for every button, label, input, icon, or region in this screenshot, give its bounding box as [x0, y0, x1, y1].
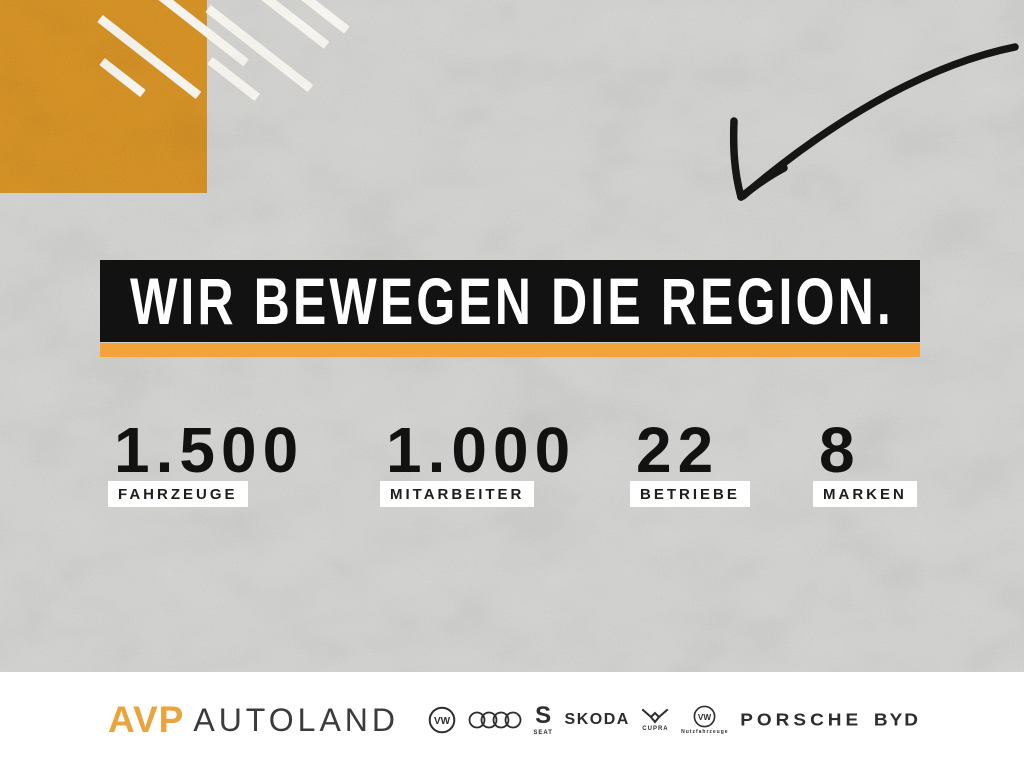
- stat-value: 8: [819, 414, 861, 486]
- stat-label: MARKEN: [813, 481, 917, 507]
- avp-logo-text: AVP: [108, 699, 185, 740]
- svg-text:VW: VW: [434, 716, 451, 727]
- stat-value: 22: [636, 414, 720, 486]
- seat-caption: SEAT: [533, 730, 553, 736]
- avp-autoland-logo: AVP AUTOLAND: [108, 672, 399, 768]
- curved-arrow-icon: [729, 43, 1019, 201]
- headline-text: WIR BEWEGEN DIE REGION.: [130, 264, 894, 338]
- stat-mitarbeiter: 1.000 MITARBEITER: [380, 414, 577, 507]
- vw-nutzfahrzeuge-caption: Nutzfahrzeuge: [681, 729, 729, 735]
- stat-label: BETRIEBE: [630, 481, 750, 507]
- orange-square-shape: [0, 0, 207, 193]
- stat-label: MITARBEITER: [380, 481, 535, 507]
- volkswagen-logo-icon: VW: [428, 706, 456, 734]
- stat-value: 1.000: [386, 414, 577, 486]
- headline-banner-black-bar: WIR BEWEGEN DIE REGION.: [100, 260, 920, 342]
- autoland-logo-text: AUTOLAND: [193, 701, 400, 738]
- stat-fahrzeuge: 1.500 FAHRZEUGE: [108, 414, 305, 507]
- porsche-wordmark: PORSCHE: [740, 710, 863, 730]
- stat-marken: 8 MARKEN: [813, 414, 917, 507]
- headline-underline: [100, 343, 920, 357]
- cupra-logo-icon: CUPRA: [641, 708, 669, 732]
- stat-value: 1.500: [114, 414, 305, 486]
- stripe-shape: [207, 56, 261, 101]
- cupra-caption: CUPRA: [642, 726, 669, 732]
- byd-wordmark: BYD: [873, 710, 920, 730]
- svg-text:VW: VW: [698, 713, 711, 722]
- brand-logo-strip: VW S SEAT SKODA: [428, 672, 920, 768]
- vw-nutzfahrzeuge-logo-icon: VW Nutzfahrzeuge: [681, 705, 728, 735]
- seat-s-glyph: S: [535, 702, 552, 729]
- footer-bar: AVP AUTOLAND VW: [0, 672, 1024, 768]
- stat-betriebe: 22 BETRIEBE: [630, 414, 750, 507]
- audi-rings-icon: [468, 709, 522, 731]
- seat-logo-icon: S SEAT: [533, 702, 553, 737]
- headline-banner: WIR BEWEGEN DIE REGION.: [100, 260, 920, 357]
- skoda-wordmark: SKODA: [564, 711, 630, 728]
- stat-label: FAHRZEUGE: [108, 481, 248, 507]
